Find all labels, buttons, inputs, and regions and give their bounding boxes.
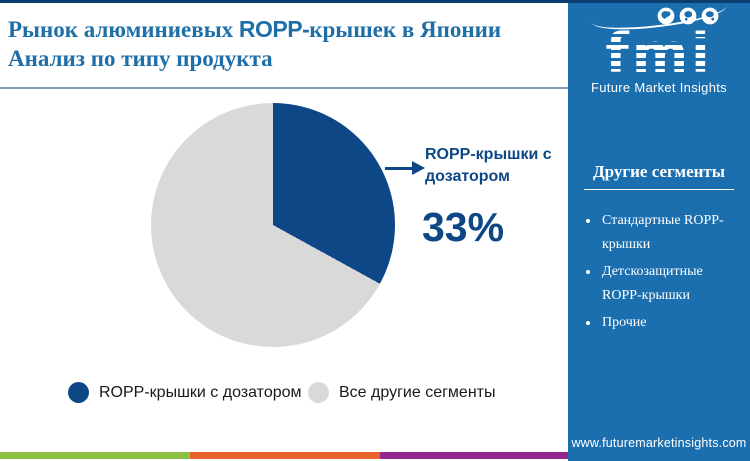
callout-label-line2: дозатором [425,168,510,185]
other-segments-list: Стандартные ROPP-крышки Детскозащитные R… [600,209,740,335]
logo-globes [657,7,719,25]
heading-underline [584,189,734,190]
strip-green [0,452,190,459]
header: Рынок алюминиевых ROPP-крышек в Японии А… [0,0,568,89]
title-suffix: крышек в Японии [309,17,502,42]
callout-arrow-icon [412,161,425,175]
list-item-others: Прочие [600,311,740,335]
legend-item-ropp-dispenser: ROPP-крышки с дозатором [68,382,302,403]
title-brand: ROPP- [238,16,310,42]
page-title: Рынок алюминиевых ROPP-крышек в Японии А… [8,15,558,73]
legend-swatch-blue [68,382,89,403]
page-title-line2: Анализ по типу продукта [8,46,273,71]
strip-purple [380,452,568,459]
bottom-color-strip [0,452,568,459]
website-url[interactable]: www.futuremarketinsights.com [571,436,747,450]
title-prefix: Рынок алюминиевых [8,17,239,42]
strip-orange [190,452,380,459]
list-item-child-resistant-ropp: Детскозащитные ROPP-крышки [600,260,740,308]
globe-asia-icon [701,7,719,25]
legend-label: Все другие сегменты [339,383,496,401]
fmi-logo-text: fmi [568,27,750,81]
sidebar: fmi Future Market Insights Другие сегмен… [568,0,750,461]
list-item-standard-ropp: Стандартные ROPP-крышки [600,209,740,257]
top-edge-bar [0,0,750,3]
callout-label-line1: ROPP-крышки с [425,146,552,163]
globe-americas-icon [657,7,675,25]
callout-value: 33% [422,204,505,250]
other-segments-panel: Другие сегменты Стандартные ROPP-крышки … [568,162,750,338]
legend-item-other-segments: Все другие сегменты [308,382,495,403]
legend-label: ROPP-крышки с дозатором [99,383,302,401]
fmi-logo-tagline: Future Market Insights [591,80,727,95]
callout-label: ROPP-крышки с дозатором [425,144,552,188]
fmi-logo: fmi Future Market Insights [568,0,750,95]
other-segments-heading: Другие сегменты [592,162,726,181]
legend-swatch-gray [308,382,329,403]
globe-europe-icon [679,7,697,25]
fmi-logo-top [589,0,729,36]
pie-chart [151,103,395,347]
page-title-line1: Рынок алюминиевых ROPP-крышек в Японии [8,15,558,44]
callout-arrow-line [385,167,414,170]
